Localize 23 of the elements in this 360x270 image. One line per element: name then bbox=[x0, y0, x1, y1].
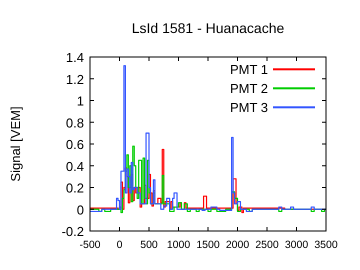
y-tick-label: 0 bbox=[76, 202, 84, 218]
x-tick-label: 500 bbox=[140, 239, 158, 251]
y-tick-label: 1.2 bbox=[66, 72, 84, 87]
y-tick-label: 0.4 bbox=[66, 158, 84, 174]
legend-label: PMT 2 bbox=[230, 81, 268, 96]
y-tick-label: 1 bbox=[76, 94, 84, 108]
x-tick-label: 2500 bbox=[255, 239, 279, 251]
y-tick-label: 0.2 bbox=[66, 180, 84, 196]
legend-label: PMT 3 bbox=[230, 100, 268, 115]
x-tick-label: 1000 bbox=[166, 239, 190, 251]
y-tick-label: 0.8 bbox=[66, 115, 84, 130]
x-tick-label: -500 bbox=[79, 239, 101, 251]
legend-label: PMT 1 bbox=[230, 62, 268, 77]
x-tick-label: 2000 bbox=[226, 239, 250, 251]
y-tick-label: -0.2 bbox=[62, 224, 84, 239]
y-axis-title: Signal [VEM] bbox=[8, 106, 23, 182]
y-tick-label: 0.6 bbox=[66, 137, 84, 152]
y-tick-label: 1.4 bbox=[66, 50, 84, 65]
x-tick-label: 3000 bbox=[284, 239, 308, 251]
x-tick-label: 0 bbox=[116, 239, 123, 251]
x-tick-label: 3500 bbox=[314, 239, 338, 251]
x-tick-label: 1500 bbox=[196, 239, 220, 251]
chart-title: LsId 1581 - Huanacache bbox=[132, 20, 284, 36]
